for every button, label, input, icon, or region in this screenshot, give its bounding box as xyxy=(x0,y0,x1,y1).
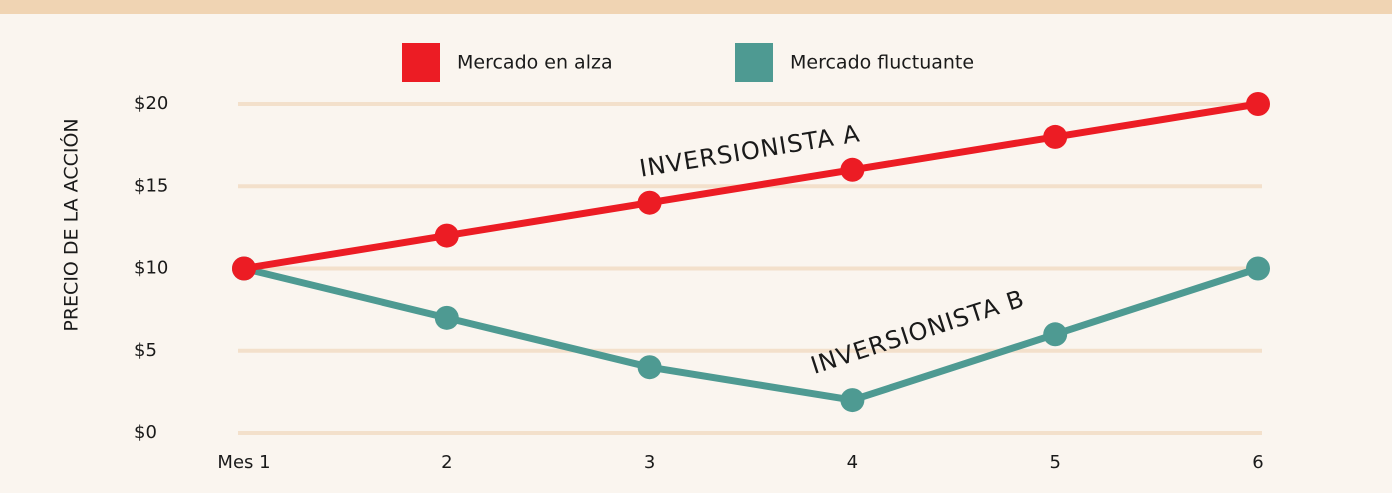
series-point xyxy=(840,388,865,413)
legend-label: Mercado en alza xyxy=(457,52,613,74)
series-point xyxy=(434,223,459,248)
series-point xyxy=(637,190,662,215)
series-point xyxy=(1043,322,1068,347)
y-tick-label: $5 xyxy=(134,340,157,361)
top-band xyxy=(0,0,1392,14)
legend-swatch xyxy=(402,43,440,82)
series-point xyxy=(637,355,662,380)
y-tick-label: $0 xyxy=(134,422,157,443)
y-tick-label: $15 xyxy=(134,175,168,196)
series-line xyxy=(243,265,1260,404)
annotation: INVERSIONISTA B xyxy=(807,284,1028,379)
series-point xyxy=(1246,92,1270,116)
series-point xyxy=(232,256,256,281)
series-point xyxy=(840,157,865,182)
x-tick-label: 6 xyxy=(1252,452,1263,473)
x-tick-label: 2 xyxy=(441,452,452,473)
y-tick-label: $10 xyxy=(134,258,168,279)
series-line xyxy=(243,100,1259,272)
series-point xyxy=(1246,256,1270,281)
y-tick-label: $20 xyxy=(134,93,168,114)
x-tick-label: 4 xyxy=(847,452,858,473)
x-tick-label: 3 xyxy=(644,452,655,473)
series-point xyxy=(1043,124,1068,149)
x-tick-label: Mes 1 xyxy=(217,452,270,473)
y-axis-label: PRECIO DE LA ACCIÓN xyxy=(59,118,83,331)
legend-swatch xyxy=(735,43,773,82)
series-point xyxy=(434,305,459,330)
legend-label: Mercado fluctuante xyxy=(790,52,974,74)
x-tick-label: 5 xyxy=(1049,452,1060,473)
